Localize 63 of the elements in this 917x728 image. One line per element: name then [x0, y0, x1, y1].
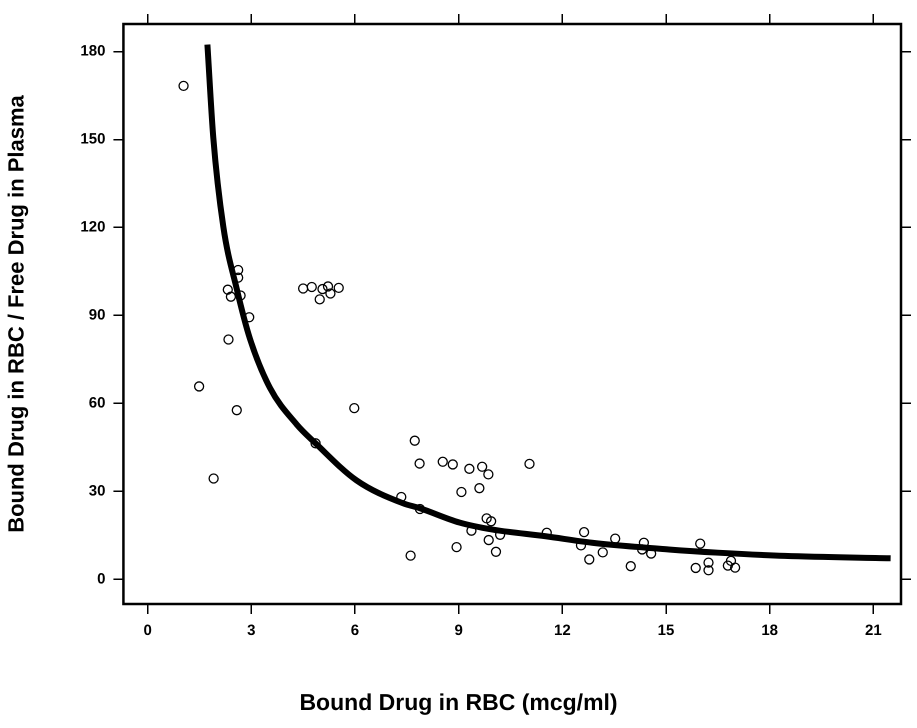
- point: [410, 436, 420, 446]
- y-tick-label: 120: [80, 218, 106, 236]
- point: [690, 562, 701, 574]
- point: [464, 464, 475, 474]
- point: [226, 292, 236, 302]
- y-tick-label: 150: [80, 130, 106, 148]
- point: [349, 402, 360, 414]
- x-tick-label: 0: [143, 622, 152, 640]
- point: [322, 281, 334, 292]
- point: [438, 456, 448, 467]
- point: [483, 469, 494, 480]
- point: [405, 550, 416, 561]
- y-axis-title: Bound Drug in RBC / Free Drug in Plasma: [3, 94, 28, 533]
- point: [703, 558, 714, 568]
- point: [178, 80, 189, 92]
- x-tick-label: 18: [761, 622, 778, 640]
- y-tick-label: 0: [97, 570, 106, 588]
- point: [726, 556, 736, 566]
- y-tick-label: 60: [88, 394, 106, 412]
- point: [474, 483, 485, 494]
- x-tick-label: 3: [247, 622, 256, 640]
- point: [314, 294, 325, 304]
- point: [486, 516, 496, 526]
- x-tick-label: 15: [658, 622, 674, 640]
- point: [484, 534, 494, 546]
- point: [414, 458, 425, 469]
- x-tick-label: 12: [554, 622, 571, 640]
- point: [451, 542, 462, 552]
- x-tick-label: 21: [865, 622, 882, 640]
- point: [317, 284, 328, 294]
- x-tick-label: 9: [454, 622, 463, 640]
- point: [222, 284, 233, 295]
- point: [194, 381, 204, 392]
- point: [334, 282, 344, 294]
- point: [578, 527, 590, 538]
- point: [477, 462, 488, 472]
- x-tick-label: 6: [350, 622, 360, 640]
- point: [695, 538, 706, 549]
- point: [730, 562, 740, 573]
- point: [208, 473, 219, 484]
- point: [325, 288, 336, 299]
- point: [626, 561, 636, 572]
- point: [610, 533, 620, 544]
- point: [233, 264, 244, 276]
- y-tick-label: 30: [88, 482, 106, 500]
- point: [703, 565, 714, 576]
- point: [481, 513, 492, 524]
- point: [722, 560, 734, 571]
- point: [396, 492, 406, 502]
- point: [456, 486, 467, 498]
- point: [598, 547, 608, 558]
- point: [232, 405, 242, 416]
- point: [306, 282, 317, 292]
- point: [524, 458, 535, 469]
- point: [448, 459, 458, 470]
- point: [223, 334, 234, 345]
- point: [244, 312, 254, 322]
- y-tick-label: 90: [88, 306, 106, 324]
- x-axis-title: Bound Drug in RBC (mcg/ml): [299, 689, 618, 715]
- point: [490, 546, 502, 557]
- point: [584, 554, 594, 565]
- point: [298, 283, 308, 294]
- y-tick-label: 180: [80, 42, 106, 60]
